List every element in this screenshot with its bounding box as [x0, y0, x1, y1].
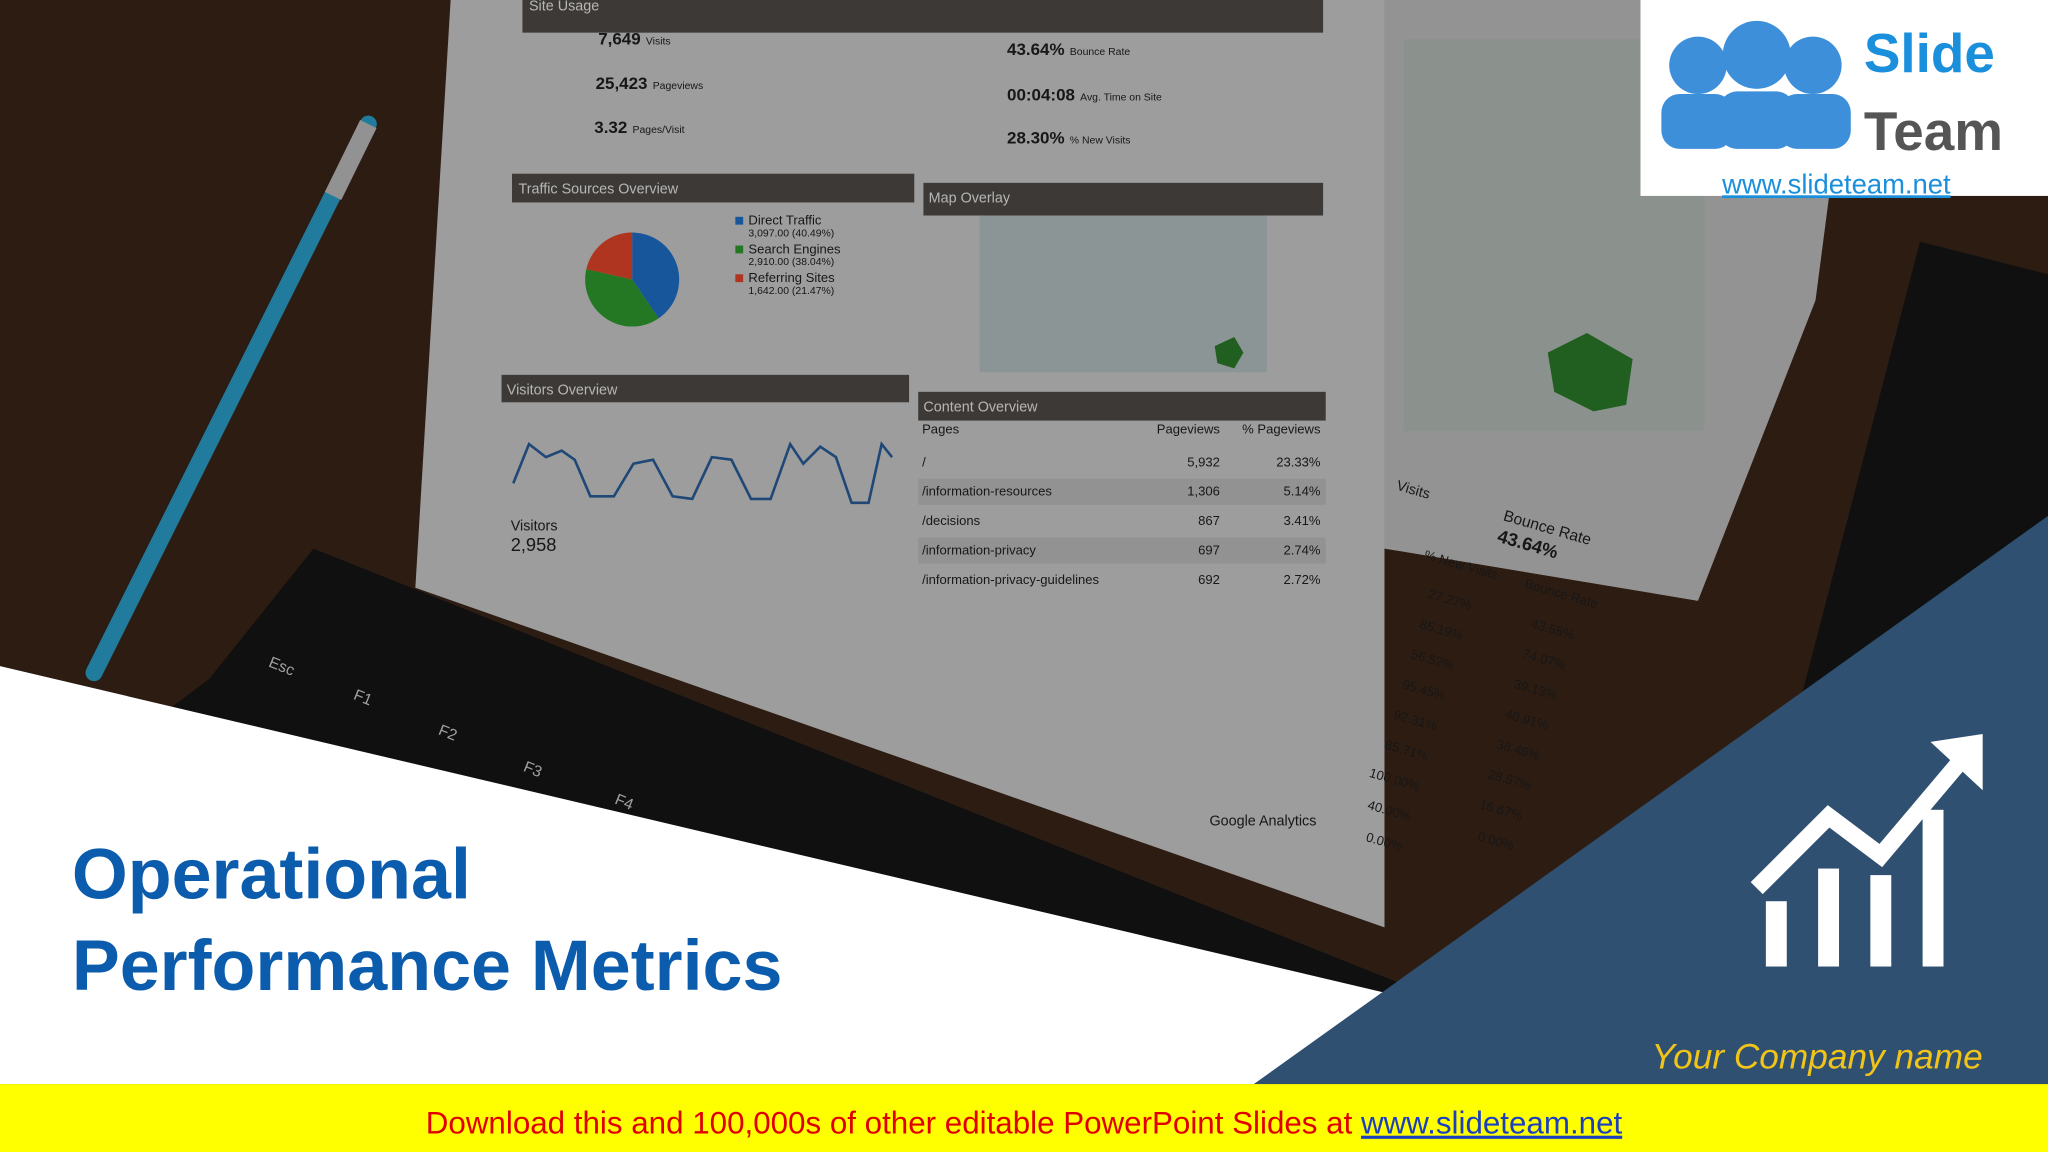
logo-text: Team — [1864, 100, 2003, 162]
banner-text: Download this and 100,000s of other edit… — [426, 1106, 1623, 1141]
visitors-label: Visitors — [511, 518, 558, 534]
metric-value: 28.30% — [1007, 129, 1065, 148]
company-name: Your Company name — [1652, 1037, 1983, 1076]
pen-tip — [324, 120, 377, 200]
table-cell: 692 — [1198, 572, 1220, 587]
table-cell: 3.41% — [1283, 513, 1320, 528]
pie-slice — [585, 269, 659, 327]
table-cell: /decisions — [922, 513, 980, 528]
key-label: F2 — [436, 722, 459, 745]
legend-value: 1,642.00 (21.47%) — [748, 286, 834, 297]
section-header: Map Overlay — [929, 190, 1011, 206]
visitors-sparkline — [512, 441, 894, 505]
table-cell: 2.74% — [1283, 542, 1320, 557]
map-australia — [1214, 336, 1244, 369]
section-bar — [923, 182, 1324, 216]
section-bar — [511, 173, 915, 203]
banner-link[interactable]: www.slideteam.net — [1360, 1106, 1622, 1141]
legend-value: 3,097.00 (40.49%) — [748, 228, 834, 239]
metric-value: 43.64% — [1007, 40, 1065, 59]
table-cell: 5.14% — [1283, 484, 1320, 499]
table-row-band — [918, 478, 1326, 505]
metric-label: Bounce Rate — [1070, 47, 1131, 58]
table-header: Pageviews — [1157, 422, 1221, 437]
pie-slice — [586, 232, 633, 280]
metric-value: 25,423 — [596, 74, 648, 93]
legend-name: Referring Sites — [748, 270, 835, 285]
title-line: Performance Metrics — [72, 926, 783, 1006]
banner-message: Download this and 100,000s of other edit… — [426, 1106, 1353, 1141]
table-cell: /information-privacy — [922, 542, 1036, 557]
section-header: Site Usage — [529, 0, 599, 14]
table-cell: 697 — [1198, 542, 1220, 557]
section-header: Traffic Sources Overview — [519, 181, 679, 197]
logo-figures — [1661, 20, 1851, 149]
banner — [0, 1084, 2048, 1152]
key-label: F1 — [351, 687, 374, 710]
section-bar — [522, 0, 1324, 33]
footer-text: Google Analytics — [1209, 813, 1316, 829]
table-cell: 2.72% — [1283, 572, 1320, 587]
logo-url: www.slideteam.net — [1721, 168, 1951, 199]
legend-swatch — [735, 245, 744, 254]
metric-label: Pageviews — [653, 81, 703, 92]
metric-label: Pages/Visit — [633, 125, 685, 136]
metric-label: % New Visits — [1070, 136, 1131, 147]
white-panel — [0, 666, 1385, 1085]
legend-name: Search Engines — [748, 241, 841, 256]
section-header: Content Overview — [923, 399, 1038, 415]
section-bar — [501, 374, 910, 403]
section-header: Visitors Overview — [507, 382, 618, 398]
pen — [85, 115, 377, 682]
growth-icon — [1750, 734, 1983, 967]
table-header: % Pageviews — [1242, 422, 1321, 437]
section-bar — [918, 391, 1326, 421]
table-header: Pages — [922, 422, 959, 437]
table-cell: /information-resources — [922, 484, 1052, 499]
table-cell: /information-privacy-guidelines — [922, 572, 1099, 587]
map-australia-2 — [1547, 333, 1633, 412]
pie-slice — [632, 232, 680, 319]
key-label: F4 — [612, 791, 636, 814]
metric-value: 3.32 — [594, 118, 627, 137]
key-label: F3 — [521, 759, 545, 782]
metric-value: 00:04:08 — [1007, 86, 1075, 105]
table-cell: 1,306 — [1187, 484, 1220, 499]
metric-label: Visits — [646, 36, 671, 47]
legend-name: Direct Traffic — [748, 213, 821, 228]
logo-text: Slide — [1864, 22, 1995, 84]
metric-value: 7,649 — [598, 29, 640, 48]
title-line: Operational — [72, 835, 471, 915]
metric-label: Avg. Time on Site — [1080, 93, 1162, 104]
table-cell: 23.33% — [1276, 454, 1321, 469]
table-row-band — [918, 537, 1326, 564]
legend-swatch — [735, 274, 744, 283]
table-cell: / — [922, 454, 926, 469]
legend-value: 2,910.00 (38.04%) — [748, 257, 834, 268]
table-cell: 867 — [1198, 513, 1220, 528]
legend-swatch — [735, 216, 744, 225]
table-cell: 5,932 — [1187, 454, 1220, 469]
visitors-value: 2,958 — [511, 534, 557, 555]
